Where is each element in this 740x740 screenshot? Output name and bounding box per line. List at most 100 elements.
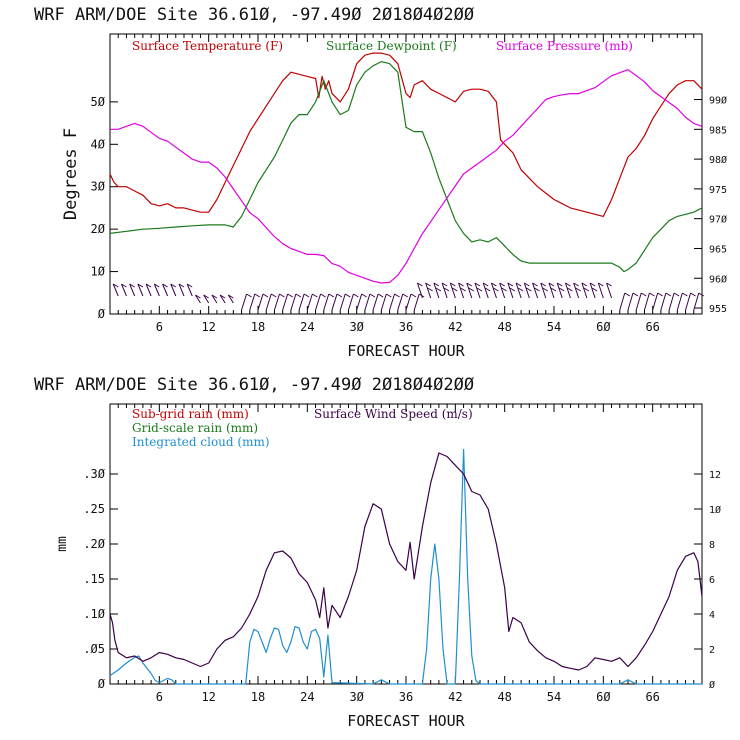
wind-barb-feather <box>344 293 351 298</box>
wind-barb-staff <box>347 293 354 311</box>
y-tick-label: 4Ø <box>91 137 106 151</box>
wind-barb-staff <box>474 282 481 299</box>
wind-barb-feather <box>532 282 538 287</box>
wind-barb-feather <box>565 282 571 287</box>
top-y-axis: Ø 1Ø 2Ø 3Ø 4Ø 5Ø <box>91 95 118 321</box>
wind-barb-feather <box>474 282 481 287</box>
legend-grid-scale-rain: Grid-scale rain (mm) <box>132 421 258 435</box>
x-tick-label: 66 <box>645 690 659 704</box>
wind-barb-feather <box>542 287 549 292</box>
x-tick-label: 42 <box>448 690 462 704</box>
wind-barb-staff <box>405 293 412 311</box>
series-line-surface-wind-speed <box>109 452 703 671</box>
wind-barb-feather <box>452 287 458 292</box>
wind-barb-staff <box>458 282 465 299</box>
wind-barb-staff <box>573 282 580 299</box>
x-tick-label: 24 <box>300 690 314 704</box>
wind-barb-staff <box>170 283 177 297</box>
wind-barb-feather <box>598 282 604 287</box>
series-line-surface-temperature <box>109 52 703 217</box>
top-series-group <box>109 52 703 284</box>
wind-barb-staff <box>619 292 626 311</box>
wind-barb-staff <box>331 293 338 311</box>
wind-barb-staff <box>515 282 522 299</box>
wind-barb-feather <box>137 283 144 288</box>
wind-barb-feather <box>482 282 489 287</box>
wind-barb-staff <box>532 282 539 299</box>
wind-barb-staff <box>643 292 650 311</box>
top-plot-frame <box>109 33 703 315</box>
wind-barb-feather <box>558 287 565 292</box>
wind-barb-feather <box>211 294 218 299</box>
x-tick-label: 3Ø <box>349 320 364 334</box>
wind-barb-staff <box>499 282 506 299</box>
x-tick-label: 48 <box>497 320 511 334</box>
wind-barb-feather <box>262 293 269 298</box>
y-tick-label: .25 <box>83 502 105 516</box>
y2-tick-label: 975 <box>709 185 727 196</box>
x-tick-label: 6 <box>156 320 163 334</box>
wind-barb-staff <box>249 293 256 311</box>
wind-barb-staff <box>203 294 210 304</box>
wind-barb-feather <box>186 283 193 288</box>
wind-barb-staff <box>668 292 675 311</box>
wind-barb-feather <box>195 294 201 299</box>
wind-barb-staff <box>676 292 683 311</box>
wind-barb-feather <box>458 282 464 287</box>
wind-barb-staff <box>186 283 193 297</box>
bottom-y-axis-title: mm <box>55 536 70 552</box>
wind-barb-feather <box>591 287 598 292</box>
y2-tick-label: 97Ø <box>709 214 727 226</box>
wind-barb-feather <box>394 293 400 298</box>
y2-tick-label: 955 <box>709 304 727 315</box>
top-y2-axis: 955 96Ø 965 97Ø 975 98Ø 985 99Ø <box>694 95 727 315</box>
wind-barb-staff <box>162 283 169 297</box>
wind-barb-feather <box>320 293 326 298</box>
wind-barb-feather <box>515 282 522 287</box>
wind-barb-staff <box>556 282 563 299</box>
wind-barb-feather <box>112 283 119 288</box>
wind-barb-staff <box>660 292 667 311</box>
wind-barb-feather <box>287 293 293 298</box>
y-tick-label: .3Ø <box>83 467 105 481</box>
wind-barb-staff <box>507 282 514 299</box>
wind-barb-feather <box>121 283 127 288</box>
wind-barb-feather <box>450 282 456 287</box>
wind-barb-feather <box>548 282 555 287</box>
wind-barb-feather <box>468 287 475 292</box>
wind-barb-feather <box>632 292 639 297</box>
bottom-x-axis: 6 12 18 24 3Ø 36 42 48 54 6Ø 66 <box>117 404 695 704</box>
wind-barb-feather <box>682 292 688 297</box>
y2-tick-label: 2 <box>709 645 715 656</box>
wind-barb-feather <box>665 292 672 297</box>
wind-barb-feather <box>499 282 505 287</box>
y2-tick-label: 965 <box>709 244 727 255</box>
series-line-surface-pressure <box>110 69 703 284</box>
wind-barb-staff <box>323 293 330 311</box>
wind-barb-feather <box>443 287 450 292</box>
wind-barb-staff <box>581 282 588 299</box>
x-tick-label: 24 <box>300 320 314 334</box>
wind-barb-feather <box>279 293 285 298</box>
wind-barb-staff <box>380 293 387 311</box>
wind-barb-feather <box>589 282 596 287</box>
wind-barb-feather <box>466 282 473 287</box>
wind-barb-staff <box>589 282 596 299</box>
wind-barbs <box>112 282 705 311</box>
wind-barb-staff <box>548 282 555 299</box>
wind-barb-feather <box>640 292 647 297</box>
wind-barb-feather <box>624 292 631 297</box>
wind-barb-feather <box>493 287 499 292</box>
legend-integrated-cloud: Integrated cloud (mm) <box>132 435 270 449</box>
wind-barb-feather <box>129 283 135 288</box>
wind-barb-feather <box>484 287 491 292</box>
wind-barb-feather <box>583 287 590 292</box>
wind-barb-feather <box>524 282 530 287</box>
x-tick-label: 12 <box>201 320 215 334</box>
y2-tick-label: 99Ø <box>709 95 727 107</box>
y-tick-label: .2Ø <box>83 537 105 551</box>
wind-barb-feather <box>556 282 563 287</box>
wind-barb-feather <box>386 293 392 298</box>
wind-barb-feather <box>295 293 302 298</box>
wind-barb-staff <box>523 282 530 299</box>
